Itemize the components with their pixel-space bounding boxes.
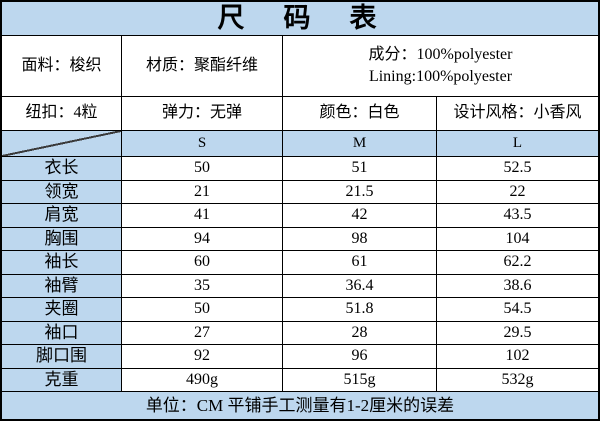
composition-cell: 成分：100%polyester Lining:100%polyester — [283, 36, 598, 97]
unit-note: 单位：CM 平铺手工测量有1-2厘米的误差 — [2, 392, 598, 419]
value-m: 515g — [283, 368, 437, 392]
row-label: 衣长 — [2, 157, 122, 181]
row-label: 脚口围 — [2, 345, 122, 369]
color-cell: 颜色：白色 — [283, 97, 437, 131]
value-m: 36.4 — [283, 274, 437, 298]
value-s: 94 — [122, 227, 283, 251]
value-m: 61 — [283, 251, 437, 275]
value-s: 27 — [122, 321, 283, 345]
fabric-cell: 面料：梭织 — [2, 36, 122, 97]
value-m: 51 — [283, 157, 437, 181]
size-header-l: L — [437, 131, 598, 157]
value-m: 42 — [283, 204, 437, 228]
value-s: 50 — [122, 157, 283, 181]
row-label: 胸围 — [2, 227, 122, 251]
value-l: 104 — [437, 228, 598, 251]
value-l: 38.6 — [437, 275, 598, 298]
row-label: 袖长 — [2, 251, 122, 275]
value-s: 490g — [122, 368, 283, 392]
value-l: 43.5 — [437, 204, 598, 228]
value-l: 22 — [437, 181, 598, 204]
value-l: 52.5 — [437, 157, 598, 181]
elasticity-cell: 弹力：无弹 — [122, 97, 283, 131]
row-label: 袖臂 — [2, 274, 122, 298]
material-cell: 材质：聚酯纤维 — [122, 36, 283, 97]
value-s: 92 — [122, 345, 283, 369]
value-l: 102 — [437, 345, 598, 369]
value-s: 60 — [122, 251, 283, 275]
value-m: 98 — [283, 227, 437, 251]
diagonal-header-cell — [2, 131, 122, 157]
value-s: 41 — [122, 204, 283, 228]
row-label: 夹圈 — [2, 298, 122, 322]
value-m: 96 — [283, 345, 437, 369]
value-m: 28 — [283, 321, 437, 345]
composition-line2: Lining:100%polyester — [368, 68, 513, 85]
style-cell: 设计风格：小香风 — [437, 97, 598, 131]
buttons-cell: 纽扣：4粒 — [2, 97, 122, 131]
value-m: 21.5 — [283, 180, 437, 204]
value-s: 50 — [122, 298, 283, 322]
row-label: 袖口 — [2, 321, 122, 345]
value-l: 29.5 — [437, 322, 598, 345]
value-l: 54.5 — [437, 298, 598, 322]
row-label: 领宽 — [2, 180, 122, 204]
row-label: 克重 — [2, 368, 122, 392]
size-header-m: M — [283, 131, 437, 157]
value-l: 62.2 — [437, 251, 598, 275]
value-l: 532g — [437, 369, 598, 392]
table-title: 尺 码 表 — [2, 2, 598, 36]
value-m: 51.8 — [283, 298, 437, 322]
value-s: 21 — [122, 180, 283, 204]
row-label: 肩宽 — [2, 204, 122, 228]
value-s: 35 — [122, 274, 283, 298]
composition-line1: 成分：100%polyester — [368, 46, 513, 63]
size-header-s: S — [122, 131, 283, 157]
